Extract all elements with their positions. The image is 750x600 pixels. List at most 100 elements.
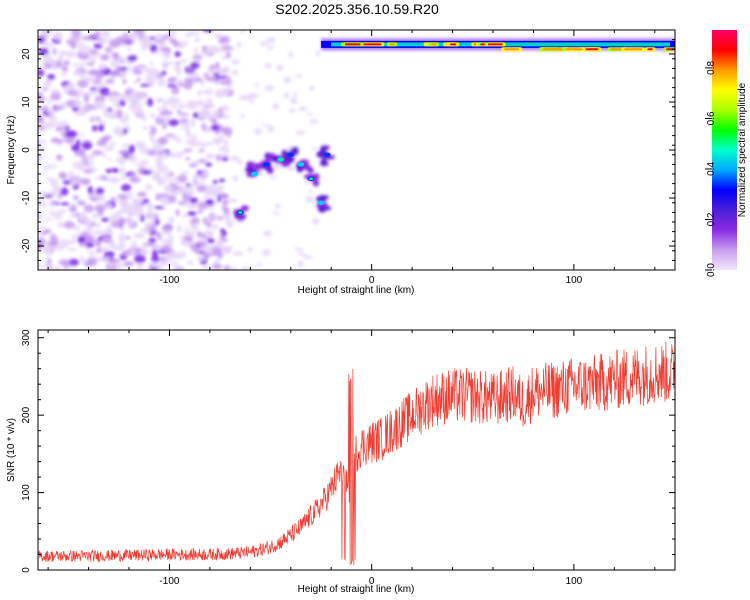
noise-blob (201, 107, 209, 115)
noise-blob (196, 185, 207, 193)
noise-blob (42, 30, 48, 37)
snr-x-label: Height of straight line (km) (298, 584, 415, 595)
noise-blob (305, 195, 315, 203)
noise-blob (202, 171, 209, 177)
noise-blob (57, 50, 70, 55)
noise-blob (119, 166, 126, 176)
noise-blob (293, 92, 298, 98)
noise-blob (261, 249, 271, 257)
noise-blob (177, 174, 188, 183)
noise-blob (264, 85, 275, 92)
noise-blob (49, 178, 59, 187)
noise-blob (69, 213, 77, 218)
noise-blob (47, 121, 59, 128)
noise-blob (110, 60, 119, 68)
band-peak (362, 43, 382, 46)
noise-blob (139, 248, 149, 256)
noise-blob (137, 92, 146, 99)
band-peak (504, 48, 520, 51)
noise-blob (298, 106, 308, 112)
noise-blob (44, 79, 52, 88)
noise-blob (283, 92, 291, 98)
noise-blob (124, 112, 130, 122)
noise-blob (162, 201, 169, 206)
noise-blob (157, 136, 168, 145)
noise-blob (81, 35, 94, 41)
arc-blob (320, 158, 327, 166)
noise-blob (69, 170, 74, 177)
noise-blob (68, 239, 76, 245)
noise-blob (98, 65, 107, 70)
noise-blob (79, 148, 86, 158)
noise-blob (240, 113, 245, 119)
noise-blob (45, 164, 58, 169)
noise-blob (155, 193, 161, 201)
noise-blob (149, 132, 154, 142)
noise-blob (115, 109, 123, 119)
noise-blob (308, 189, 313, 193)
noise-blob (218, 186, 224, 193)
band-peak (564, 48, 583, 51)
noise-blob (133, 232, 145, 239)
noise-blob (176, 137, 182, 144)
x-tick-label: 0 (369, 576, 375, 587)
noise-blob (159, 47, 171, 52)
noise-blob (136, 77, 142, 82)
noise-blob (202, 216, 208, 225)
noise-blob (190, 118, 196, 128)
noise-blob (129, 218, 135, 226)
noise-blob (43, 62, 52, 70)
noise-blob (190, 217, 200, 226)
noise-blob (67, 247, 78, 252)
noise-blob (231, 69, 239, 76)
noise-blob (218, 89, 231, 95)
noise-blob (162, 50, 171, 59)
noise-blob (177, 200, 187, 206)
noise-blob (240, 94, 250, 101)
noise-blob (98, 124, 105, 132)
noise-blob (188, 231, 195, 238)
noise-blob (43, 194, 54, 198)
noise-blob (95, 256, 105, 262)
noise-blob (106, 263, 111, 270)
noise-blob (268, 126, 275, 131)
noise-blob (119, 99, 126, 107)
noise-blob (161, 152, 169, 159)
noise-blob (120, 203, 129, 208)
noise-blob (79, 75, 87, 79)
noise-blob (149, 44, 158, 53)
noise-blob (192, 112, 199, 119)
noise-blob (212, 179, 219, 185)
noise-blob (148, 81, 155, 86)
noise-blob (140, 83, 151, 87)
noise-blob (72, 233, 77, 240)
noise-blob (201, 195, 210, 200)
noise-blob (109, 39, 121, 49)
noise-blob (60, 202, 70, 206)
noise-blob (93, 229, 105, 235)
noise-blob (66, 39, 72, 45)
noise-blob (165, 113, 171, 118)
noise-blob (203, 88, 214, 96)
noise-blob (185, 120, 190, 126)
arc-blob (296, 166, 303, 173)
noise-blob (293, 247, 304, 251)
noise-blob (133, 66, 139, 70)
noise-blob (206, 221, 212, 228)
noise-blob (311, 146, 318, 151)
noise-blob (71, 30, 82, 36)
noise-blob (42, 40, 50, 45)
noise-blob (93, 30, 101, 39)
noise-blob (142, 67, 151, 73)
noise-blob (160, 244, 172, 252)
noise-blob (136, 191, 147, 197)
noise-blob (295, 130, 306, 136)
noise-blob (85, 242, 95, 248)
noise-blob (193, 160, 200, 166)
noise-blob (141, 170, 153, 175)
noise-blob (192, 173, 199, 182)
noise-blob (100, 175, 108, 181)
noise-blob (57, 221, 64, 229)
